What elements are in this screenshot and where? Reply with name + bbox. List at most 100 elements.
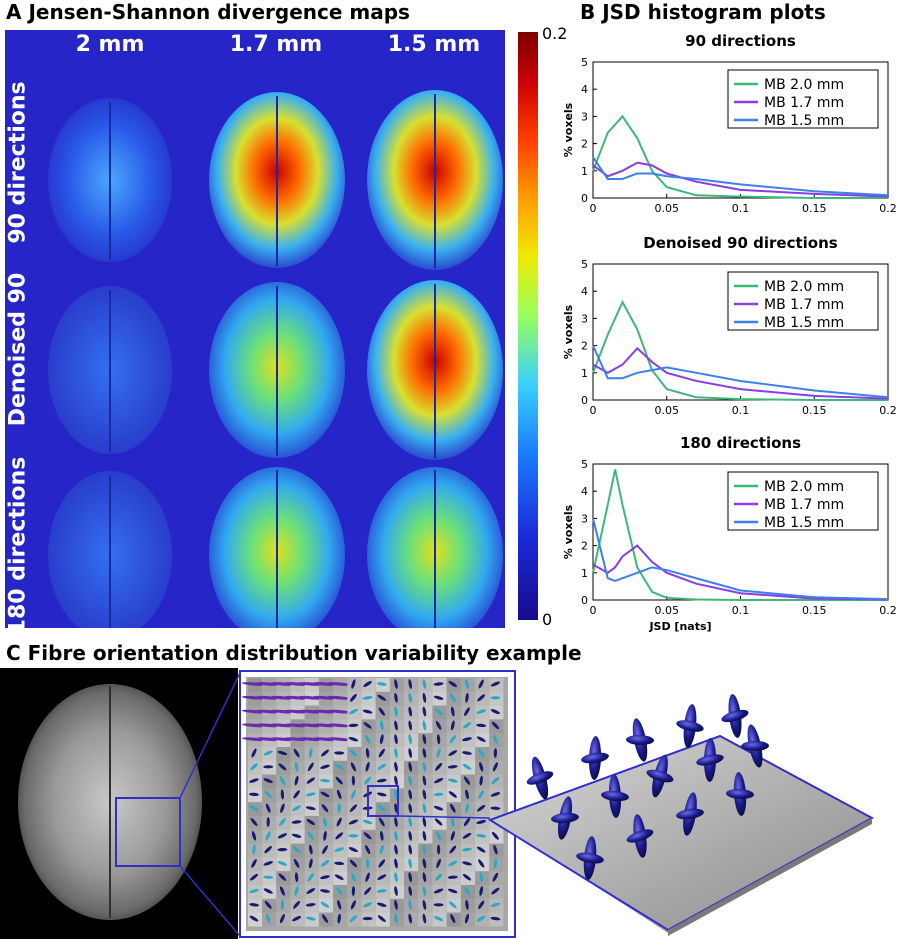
fod-glyph	[377, 915, 386, 923]
fod-glyph	[491, 887, 500, 895]
fod-glyph	[292, 805, 302, 812]
fod-glyph	[336, 817, 342, 827]
fod-glyph	[364, 776, 371, 785]
fod-glyph	[249, 903, 259, 907]
fod-glyph	[491, 831, 499, 840]
fod-glyph	[448, 791, 457, 798]
fod-glyph	[477, 804, 486, 812]
fod-glyph	[394, 789, 398, 800]
legend-box	[727, 69, 879, 129]
fod-glyph	[462, 763, 472, 770]
panel-a-title: A Jensen-Shannon divergence maps	[6, 0, 410, 24]
fod-glyph	[422, 761, 427, 772]
fod-glyph	[422, 899, 427, 910]
fod-glyph	[320, 860, 330, 867]
fod-glyph	[464, 679, 470, 689]
fod-glyph	[365, 761, 370, 772]
fod-glyph	[351, 789, 356, 800]
fod-glyph	[408, 817, 412, 827]
fod-glyph	[394, 775, 398, 786]
fod-glyph	[394, 720, 398, 731]
fod-glyph	[265, 831, 271, 841]
fod-glyph	[462, 873, 472, 881]
x-tick-label: 0.15	[802, 604, 827, 617]
fibre-orientation-figure	[0, 668, 875, 939]
fod-glyph	[256, 695, 281, 700]
fod-glyph	[334, 861, 345, 866]
fod-3d-glyphs	[526, 694, 769, 880]
fod-glyph	[377, 874, 387, 880]
fod-glyph	[435, 762, 443, 771]
fod-glyph	[450, 830, 455, 841]
series-line-3	[592, 156, 889, 197]
fod-3d-glyph	[676, 704, 704, 748]
fod-glyph	[337, 899, 342, 910]
fod-glyph	[394, 913, 398, 924]
series-line-1	[592, 299, 888, 401]
fod-glyph	[327, 682, 352, 686]
fod-glyph	[394, 692, 398, 703]
fod-glyph	[313, 723, 337, 728]
fod-glyph	[279, 776, 286, 786]
fod-glyph	[278, 818, 286, 826]
y-tick-label: 2	[581, 340, 588, 353]
colorbar-max-label: 0.2	[542, 24, 568, 43]
fod-glyph	[293, 858, 300, 868]
x-tick-label: 0.2	[879, 202, 897, 215]
fod-3d-glyph	[646, 754, 674, 798]
fod-glyph	[434, 873, 443, 881]
fod-glyph	[320, 875, 330, 880]
fod-glyph	[320, 778, 330, 783]
fod-glyph	[394, 817, 398, 827]
fod-glyph	[298, 695, 323, 700]
fod-glyph	[322, 817, 328, 827]
fod-glyph	[362, 902, 373, 908]
fod-glyph	[422, 706, 427, 717]
fod-glyph	[447, 765, 458, 769]
fod-glyph	[284, 695, 309, 700]
fod-glyph	[408, 761, 412, 772]
fod-glyph	[284, 709, 309, 714]
fod-glyph	[422, 789, 427, 800]
fod-glyph	[307, 831, 314, 841]
fod-glyph	[308, 858, 313, 869]
colorbar	[518, 32, 538, 620]
fod-glyph	[378, 707, 385, 716]
fod-glyph	[292, 915, 302, 922]
fod-glyph	[408, 720, 412, 731]
fod-glyph	[433, 792, 444, 797]
legend-label: MB 1.7 mm	[764, 297, 844, 313]
fod-glyph	[363, 832, 372, 840]
fod-glyph	[277, 847, 288, 852]
fod-glyph	[378, 748, 385, 758]
fod-glyph	[249, 873, 259, 881]
fod-glyph	[464, 913, 470, 924]
y-tick-label: 0	[581, 192, 588, 205]
fod-glyph	[306, 888, 316, 894]
fod-glyph	[378, 817, 385, 827]
fod-glyph	[476, 820, 487, 824]
fod-glyph	[278, 873, 287, 881]
fod-glyph	[321, 914, 329, 923]
fod-glyph	[349, 804, 358, 812]
fod-glyph	[305, 792, 316, 797]
fod-glyph	[349, 915, 358, 923]
fod-glyph	[408, 775, 412, 786]
panel-c-title: C Fibre orientation distribution variabi…	[6, 641, 582, 665]
legend-label: MB 2.0 mm	[764, 77, 844, 93]
fod-glyph	[478, 900, 485, 910]
legend-label: MB 1.5 mm	[764, 515, 844, 531]
zoom-line-top	[179, 672, 241, 799]
fod-glyph	[291, 820, 302, 824]
fod-glyph	[378, 859, 386, 868]
fod-glyph	[277, 861, 288, 866]
fod-glyph	[433, 916, 444, 922]
fod-glyph	[408, 789, 412, 800]
panel-b-title: B JSD histogram plots	[580, 0, 826, 24]
fod-glyph	[422, 858, 427, 869]
fod-glyph	[321, 749, 329, 757]
fod-glyph	[351, 775, 356, 786]
fod-3d-glyph	[626, 718, 654, 762]
fod-glyph	[394, 872, 398, 883]
fod-glyph	[478, 859, 485, 868]
